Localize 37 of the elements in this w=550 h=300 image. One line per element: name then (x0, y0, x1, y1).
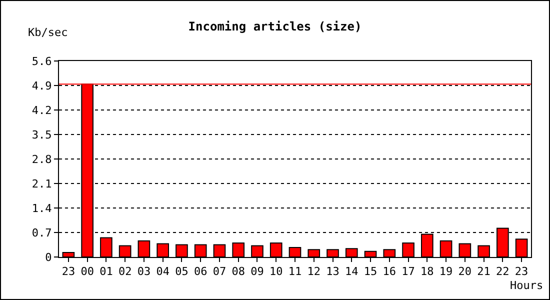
x-tick-label: 00 (80, 265, 94, 278)
x-tick-label: 15 (364, 265, 378, 278)
x-tick-label: 07 (212, 265, 226, 278)
y-tick-label: 0 (45, 250, 52, 264)
x-axis-title: Hours (510, 279, 544, 292)
x-tick-label: 08 (232, 265, 245, 278)
y-axis-title: Kb/sec (28, 26, 68, 39)
x-tick-label: 12 (307, 265, 321, 278)
x-tick-label: 18 (420, 265, 434, 278)
x-tick-label: 17 (402, 265, 415, 278)
x-tick-label: 03 (137, 265, 151, 278)
x-tick-label: 20 (458, 265, 472, 278)
x-tick-label: 04 (156, 265, 170, 278)
y-tick-label: 2.1 (32, 177, 52, 190)
x-tick-label: 21 (477, 265, 490, 278)
x-tick-label: 01 (100, 265, 113, 278)
y-tick-label: 1.4 (32, 202, 52, 215)
y-tick-label: 3.5 (32, 128, 52, 142)
x-tick-label: 09 (250, 265, 264, 278)
chart-title: Incoming articles (size) (188, 19, 362, 34)
x-tick-label: 23 (514, 265, 528, 278)
x-tick-label: 14 (345, 265, 359, 278)
y-tick-label: 4.2 (32, 104, 52, 117)
y-tick-label: 2.8 (32, 152, 52, 166)
x-tick-label: 19 (439, 265, 453, 278)
y-tick-label: 4.9 (32, 79, 52, 92)
x-tick-label: 11 (288, 265, 302, 278)
x-tick-label: 16 (382, 265, 396, 278)
x-tick-label: 06 (194, 265, 208, 278)
x-tick-label: 23 (62, 265, 76, 278)
x-tick-label: 13 (326, 265, 340, 278)
x-tick-label: 05 (175, 265, 188, 278)
x-tick-label: 22 (496, 265, 510, 278)
y-tick-label: 0.7 (32, 226, 52, 240)
x-tick-label: 02 (118, 265, 132, 278)
x-tick-label: 10 (269, 265, 283, 278)
y-tick-label: 5.6 (32, 54, 52, 68)
